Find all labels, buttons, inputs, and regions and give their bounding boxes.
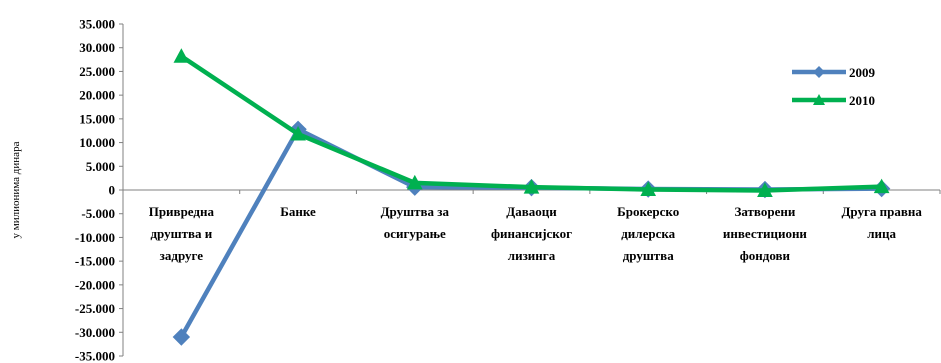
category-label-line: дилерска (621, 226, 675, 241)
category-label-line: Затворени (735, 204, 796, 219)
category-label-line: друштва и (150, 226, 212, 241)
legend-swatch-marker (813, 66, 825, 78)
y-ticks: 35.000 30.000 25.000 20.000 15.000 10.000 5.00… (75, 17, 123, 363)
series-2010 (173, 48, 890, 197)
category-label-line: осигурање (384, 226, 446, 241)
y-tick-label: 20.000 (79, 88, 115, 103)
category-label-line: Банке (280, 204, 316, 219)
legend-label: 2009 (849, 65, 876, 80)
data-point-2009 (172, 328, 191, 346)
data-point-2010 (406, 174, 423, 190)
category-label-line: лизинга (508, 248, 556, 263)
category-label-line: Даваоци (506, 204, 557, 219)
category-label: Банке (280, 204, 316, 219)
legend-item-2009: 2009 (792, 65, 876, 80)
category-label-line: фондови (740, 248, 791, 263)
category-label: Брокерско дилерска друштва (617, 204, 679, 263)
series-lines (172, 48, 891, 346)
y-tick-label: 5.000 (86, 159, 115, 174)
legend-swatch-marker (813, 94, 825, 105)
category-label-line: друштва (623, 248, 675, 263)
category-label-line: Друга правна (841, 204, 922, 219)
category-label-line: Брокерско (617, 204, 679, 219)
y-tick-label: -5.000 (81, 206, 115, 221)
category-label: Затворени инвестициони фондови (723, 204, 808, 263)
data-point-2010 (173, 48, 190, 63)
y-tick-label: -25.000 (75, 301, 115, 316)
y-tick-label: -20.000 (75, 277, 115, 292)
series-line-2010 (180, 54, 882, 193)
category-label-line: лица (867, 226, 896, 241)
data-point-2010 (640, 181, 657, 197)
y-tick-label: 30.000 (79, 40, 115, 55)
y-tick-label: -10.000 (75, 230, 115, 245)
y-tick-label: 25.000 (79, 64, 115, 79)
y-tick-label: 35.000 (79, 17, 115, 32)
category-label: Привредна друштва и задруге (149, 204, 215, 263)
y-tick-label: 15.000 (79, 111, 115, 126)
category-labels: Привредна друштва и задруге Банке Друштва за… (149, 204, 923, 263)
category-label-line: Друштва за (381, 204, 450, 219)
y-tick-label: 0 (109, 183, 116, 198)
data-point-2010 (523, 179, 540, 194)
data-point-2010 (290, 125, 306, 141)
y-axis-label: у милионима динара (10, 141, 22, 238)
data-point-2010 (873, 178, 890, 194)
data-point-2010 (757, 182, 773, 197)
legend-item-2010: 2010 (792, 93, 875, 108)
y-tick-label: -15.000 (75, 254, 115, 269)
category-label: Друга правна лица (841, 204, 922, 241)
category-label-line: Привредна (149, 204, 215, 219)
category-label: Друштва за осигурање (381, 204, 450, 241)
category-label-line: инвестициони (723, 226, 808, 241)
category-label-line: финансијског (491, 226, 572, 241)
y-tick-label: -30.000 (75, 325, 115, 340)
y-tick-label: 10.000 (79, 135, 115, 150)
category-label-line: задруге (160, 248, 204, 263)
legend-label: 2010 (849, 93, 875, 108)
legend: 2009 2010 (792, 65, 876, 108)
category-label: Даваоци финансијског лизинга (491, 204, 572, 263)
y-tick-label: -35.000 (75, 349, 115, 363)
